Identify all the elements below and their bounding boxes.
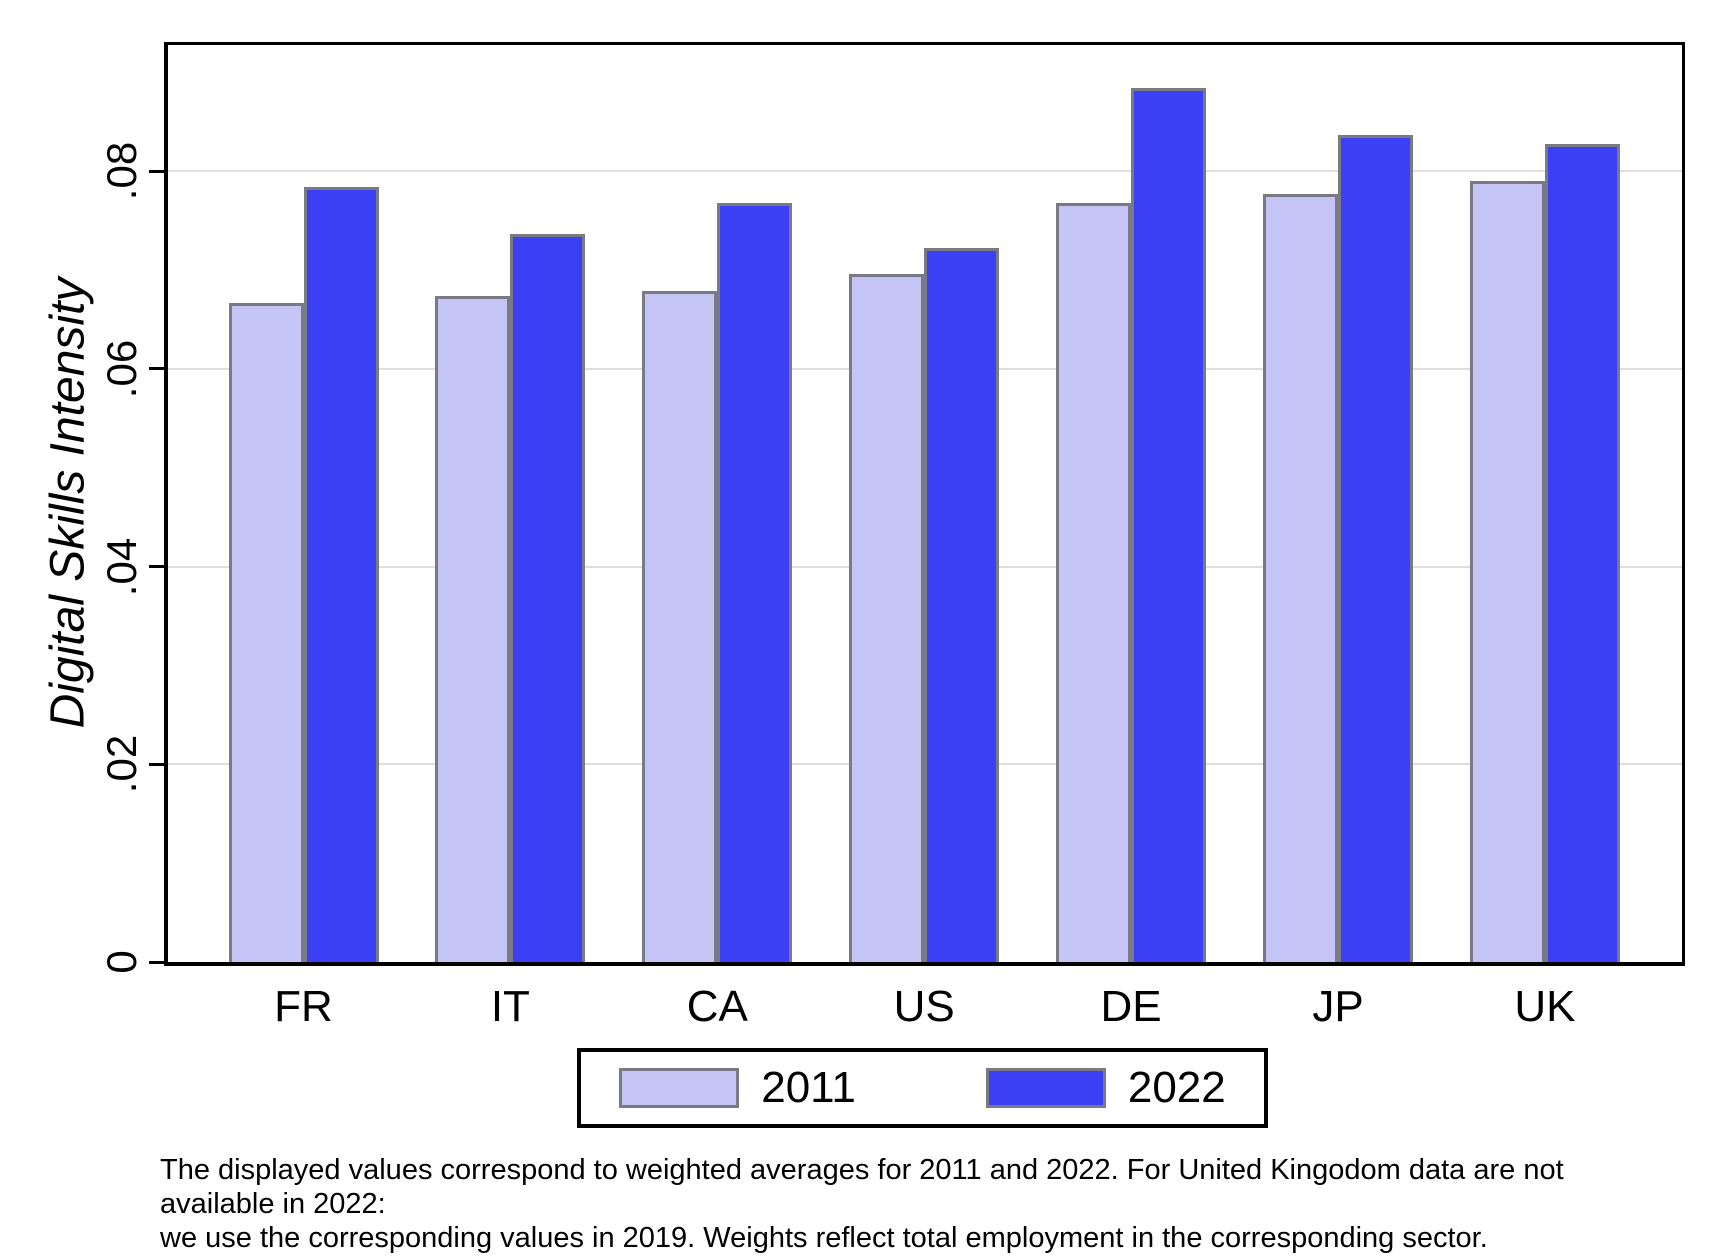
- bar-FR-2011: [228, 302, 304, 962]
- bar-US-2022: [924, 248, 1000, 962]
- bar-IT-2022: [510, 234, 586, 962]
- y-tick-label-.04: .04: [98, 537, 145, 596]
- legend: 2011 2022: [577, 1048, 1268, 1128]
- bar-CA-2011: [642, 290, 718, 962]
- note-line-1: The displayed values correspond to weigh…: [160, 1154, 1564, 1220]
- bar-IT-2011: [435, 295, 511, 962]
- gridline-y-.08: [168, 170, 1682, 172]
- y-tick-mark-.04: [149, 565, 168, 568]
- x-axis-label-IT: IT: [490, 982, 530, 1031]
- bar-CA-2022: [717, 202, 793, 962]
- x-axis-label-UK: UK: [1514, 982, 1576, 1031]
- x-axis-label-JP: JP: [1312, 982, 1364, 1031]
- x-axis-label-CA: CA: [686, 982, 748, 1031]
- bar-DE-2022: [1131, 87, 1207, 962]
- legend-swatch-2011: [619, 1068, 740, 1108]
- y-tick-mark-.02: [149, 762, 168, 766]
- legend-item-2011: 2011: [619, 1063, 856, 1113]
- bar-FR-2022: [303, 186, 379, 962]
- bar-UK-2022: [1544, 144, 1620, 962]
- bar-UK-2011: [1469, 180, 1545, 962]
- y-tick-label-.06: .06: [98, 339, 145, 398]
- y-tick-mark-.06: [149, 367, 168, 371]
- bar-JP-2022: [1338, 135, 1413, 962]
- y-tick-label-.02: .02: [98, 735, 145, 794]
- x-axis-label-FR: FR: [274, 982, 333, 1031]
- x-axis-label-DE: DE: [1100, 982, 1162, 1031]
- legend-swatch-2022: [985, 1068, 1106, 1108]
- bar-DE-2011: [1056, 202, 1132, 962]
- legend-label-2011: 2011: [761, 1063, 856, 1112]
- note-line-2: we use the corresponding values in 2019.…: [160, 1222, 1488, 1254]
- y-axis-title: Digital Skills Intensity: [41, 277, 95, 729]
- x-axis-label-US: US: [893, 982, 955, 1031]
- y-tick-label-0: 0: [98, 950, 145, 974]
- bar-JP-2011: [1263, 193, 1338, 962]
- y-tick-label-.08: .08: [98, 141, 145, 201]
- y-tick-mark-.08: [149, 169, 168, 173]
- y-tick-mark-0: [149, 960, 168, 964]
- bar-US-2011: [849, 273, 925, 962]
- legend-item-2022: 2022: [985, 1063, 1226, 1113]
- figure-note: The displayed values correspond to weigh…: [160, 1153, 1640, 1255]
- legend-label-2022: 2022: [1127, 1063, 1226, 1112]
